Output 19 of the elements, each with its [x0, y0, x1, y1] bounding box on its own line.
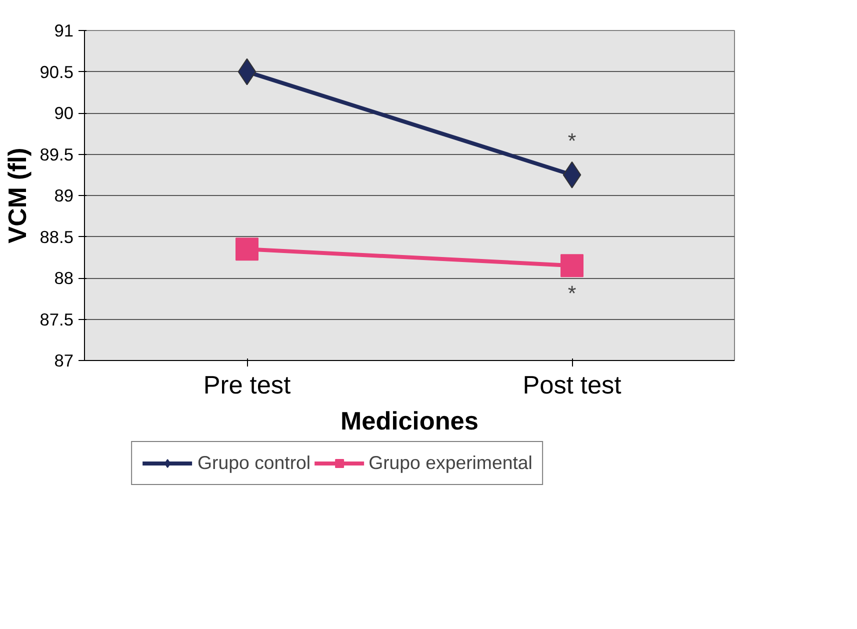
- x-axis-title: Mediciones: [340, 408, 478, 436]
- x-tick-label: Post test: [522, 372, 622, 400]
- x-tick-label: Pre test: [203, 372, 291, 400]
- legend-label: Grupo control: [198, 452, 311, 474]
- y-tick-label: 89: [54, 186, 74, 206]
- y-tick-label: 88.5: [40, 226, 74, 247]
- annotation: *: [568, 282, 576, 306]
- legend-label: Grupo experimental: [368, 452, 532, 474]
- y-tick-label: 91: [54, 20, 74, 40]
- y-tick-label: 87.5: [40, 309, 74, 330]
- y-tick-label: 90.5: [40, 62, 74, 82]
- y-axis-title: VCM (fl): [4, 148, 32, 244]
- y-tick-label: 89.5: [40, 144, 74, 164]
- annotation: *: [568, 128, 576, 153]
- point: [236, 238, 258, 261]
- y-tick-label: 87: [54, 350, 74, 370]
- point: [560, 254, 584, 278]
- y-tick-label: 90: [54, 103, 74, 123]
- y-tick-label: 88: [54, 268, 74, 288]
